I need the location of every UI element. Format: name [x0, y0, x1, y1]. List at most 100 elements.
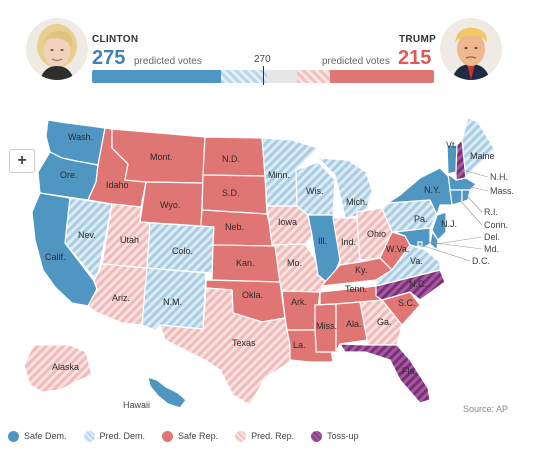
forecast-header: CLINTON 275 predicted votes 270 predicte…	[0, 0, 545, 100]
trump-portrait	[440, 18, 502, 80]
label-nc: N.C.	[409, 279, 427, 289]
label-az: Ariz.	[112, 293, 130, 303]
threshold-label: 270	[254, 54, 271, 65]
clinton-name: CLINTON	[92, 34, 139, 45]
bar-segment-safe-rep	[329, 70, 434, 83]
map-legend: Safe Dem. Pred. Dem. Safe Rep. Pred. Rep. To…	[8, 428, 538, 444]
label-ma: Mass.	[490, 186, 514, 196]
label-mn: Minn.	[268, 170, 290, 180]
label-wy: Wyo.	[160, 200, 180, 210]
label-mo: Mo.	[287, 258, 302, 268]
label-id: Idaho	[106, 180, 129, 190]
state-ga[interactable]	[359, 299, 403, 346]
state-ak[interactable]	[23, 344, 93, 393]
label-sd: S.D.	[222, 188, 240, 198]
source-note: Source: AP	[463, 404, 509, 414]
label-ca: Calif.	[45, 252, 66, 262]
label-wv: W.Va.	[386, 244, 409, 254]
label-ct: Conn.	[484, 220, 508, 230]
label-va: Va.	[410, 256, 423, 266]
label-ms: Miss.	[316, 321, 337, 331]
legend-item-safe-dem: Safe Dem.	[8, 430, 67, 442]
label-mi: Mich.	[346, 197, 368, 207]
legend-label-pred-dem: Pred. Dem.	[99, 431, 146, 441]
state-labels: Wash. Ore. Calif. Nev. Idaho Mont. Wyo. …	[45, 132, 514, 410]
label-wa: Wash.	[68, 132, 93, 142]
label-ny: N.Y.	[424, 185, 440, 195]
electoral-vote-bar	[92, 70, 434, 83]
legend-label-toss-up: Toss-up	[327, 431, 359, 441]
legend-swatch-safe-rep	[162, 430, 174, 442]
state-al[interactable]	[335, 301, 369, 353]
legend-item-pred-rep: Pred. Rep.	[235, 430, 295, 442]
label-ok: Okla.	[242, 290, 263, 300]
label-ga: Ga.	[377, 317, 392, 327]
legend-item-toss-up: Toss-up	[311, 430, 359, 442]
label-al: Ala.	[346, 319, 362, 329]
legend-label-pred-rep: Pred. Rep.	[251, 431, 295, 441]
clinton-votes: 275	[92, 47, 126, 69]
state-tx[interactable]	[159, 287, 291, 406]
state-hi[interactable]	[147, 376, 187, 409]
label-nh: N.H.	[490, 172, 508, 182]
label-ky: Ky.	[355, 265, 367, 275]
label-il: Ill.	[318, 236, 327, 246]
label-tx: Texas	[232, 338, 256, 348]
label-sc: S.C.	[398, 298, 416, 308]
label-nv: Nev.	[78, 230, 96, 240]
label-hi: Hawaii	[123, 400, 150, 410]
threshold-marker	[263, 66, 264, 85]
label-ut: Utah	[120, 235, 139, 245]
legend-item-safe-rep: Safe Rep.	[162, 430, 219, 442]
trump-votes: 215	[398, 47, 432, 69]
label-nd: N.D.	[222, 154, 240, 164]
label-de: Del.	[484, 232, 500, 242]
label-wi: Wis.	[306, 186, 324, 196]
trump-votes-label: predicted votes	[322, 56, 390, 67]
legend-label-safe-rep: Safe Rep.	[178, 431, 219, 441]
legend-swatch-safe-dem	[8, 430, 19, 442]
label-la: La.	[293, 340, 306, 350]
legend-swatch-pred-dem	[83, 430, 95, 442]
label-ar: Ark.	[291, 297, 307, 307]
state-nj[interactable]	[431, 211, 447, 241]
state-fl[interactable]	[339, 343, 431, 404]
state-me[interactable]	[461, 117, 496, 179]
label-fl: Fla.	[402, 366, 417, 376]
state-ct[interactable]	[449, 189, 463, 206]
state-ri[interactable]	[461, 189, 471, 203]
label-ak: Alaska	[52, 362, 79, 372]
bar-segment-pred-dem	[221, 70, 267, 83]
label-ia: Iowa	[278, 217, 297, 227]
bar-segment-pred-rep	[297, 70, 330, 83]
label-ri: R.I.	[484, 207, 498, 217]
clinton-votes-label: predicted votes	[134, 56, 202, 67]
label-ks: Kan.	[236, 258, 255, 268]
label-or: Ore.	[60, 170, 78, 180]
label-nj: N.J.	[441, 219, 457, 229]
callout-lines	[420, 169, 489, 262]
state-pa[interactable]	[381, 199, 438, 233]
label-dc: D.C.	[472, 256, 490, 266]
label-tn: Tenn.	[345, 284, 367, 294]
legend-item-pred-dem: Pred. Dem.	[83, 430, 146, 442]
trump-name: TRUMP	[399, 34, 437, 45]
zoom-in-button[interactable]: +	[9, 149, 35, 173]
label-mt: Mont.	[150, 152, 173, 162]
bar-segment-safe-dem	[92, 70, 222, 83]
legend-swatch-toss-up	[311, 430, 323, 442]
label-in: Ind.	[341, 237, 356, 247]
us-electoral-map: Wash. Ore. Calif. Nev. Idaho Mont. Wyo. …	[23, 117, 514, 410]
bar-segment-toss-up	[266, 70, 298, 83]
label-pa: Pa.	[414, 214, 428, 224]
label-md: Md.	[484, 244, 499, 254]
label-nm: N.M.	[163, 297, 182, 307]
label-co: Colo.	[172, 246, 193, 256]
label-me: Maine	[470, 151, 495, 161]
label-oh: Ohio	[367, 229, 386, 239]
label-ne: Neb.	[225, 222, 244, 232]
legend-label-safe-dem: Safe Dem.	[24, 431, 67, 441]
state-nc[interactable]	[375, 269, 446, 301]
legend-swatch-pred-rep	[235, 430, 247, 442]
clinton-portrait	[26, 18, 88, 80]
